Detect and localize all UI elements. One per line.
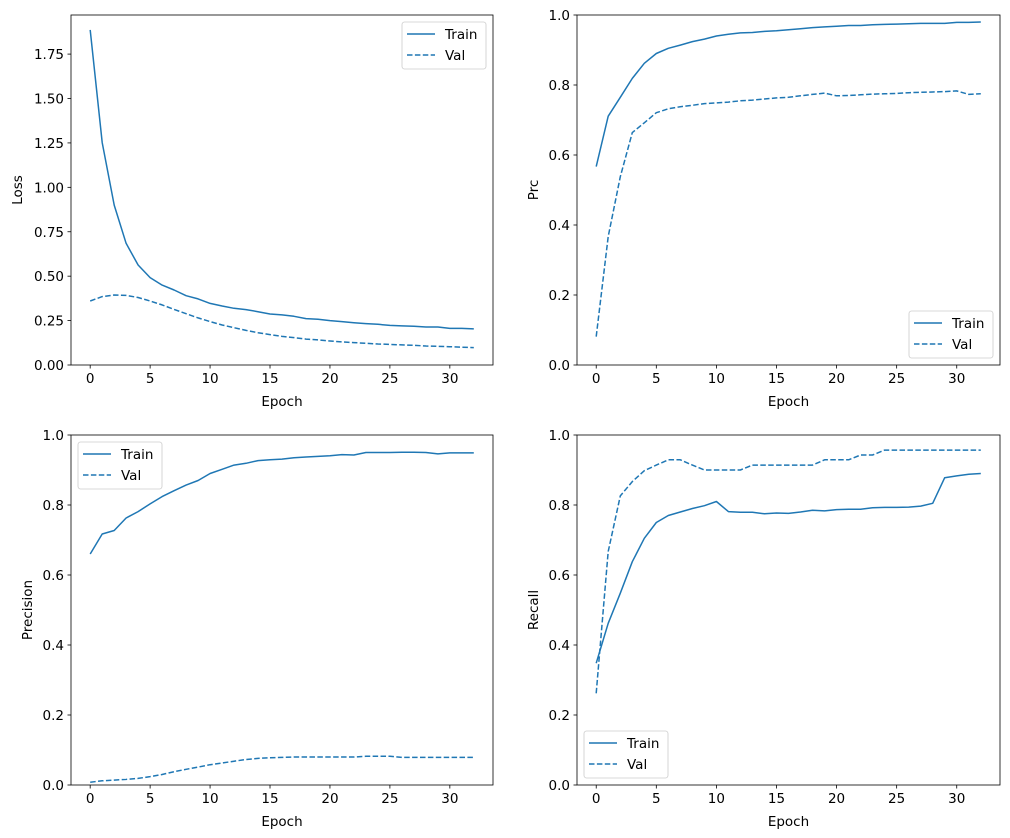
x-tick-label: 10 [708, 791, 725, 807]
y-tick-label: 0.0 [549, 358, 570, 374]
y-axis-label: Loss [10, 175, 26, 205]
y-tick-label: 1.0 [549, 8, 570, 24]
x-tick-label: 15 [261, 791, 278, 807]
y-tick-label: 0.6 [549, 568, 570, 584]
axes-frame [576, 434, 1001, 786]
legend-label-train: Train [951, 316, 984, 332]
legend-label-train: Train [626, 736, 659, 752]
y-tick-label: 0.00 [34, 358, 64, 374]
x-tick-label: 0 [86, 791, 95, 807]
legend-label-val: Val [445, 48, 465, 64]
y-tick-label: 0.6 [43, 568, 64, 584]
x-tick-label: 5 [146, 791, 155, 807]
y-tick-label: 0.0 [43, 778, 64, 794]
x-tick-label: 0 [86, 371, 95, 387]
y-tick-label: 0.0 [549, 778, 570, 794]
x-tick-label: 15 [768, 371, 785, 387]
y-tick-label: 0.75 [34, 225, 64, 241]
axes-frame [70, 14, 494, 366]
x-tick-label: 30 [441, 791, 458, 807]
x-tick-label: 0 [592, 371, 601, 387]
legend-label-val: Val [121, 468, 141, 484]
x-axis-label: Epoch [261, 394, 302, 410]
legend: Train Val [908, 310, 994, 359]
y-axis-label: Precision [20, 580, 36, 640]
x-tick-label: 0 [592, 791, 601, 807]
y-tick-label: 0.2 [549, 288, 570, 304]
x-tick-label: 20 [321, 371, 338, 387]
x-tick-label: 25 [381, 371, 398, 387]
y-tick-label: 0.4 [549, 638, 570, 654]
y-tick-label: 0.6 [549, 148, 570, 164]
x-tick-label: 30 [948, 371, 965, 387]
y-tick-label: 1.0 [43, 428, 64, 444]
y-tick-label: 0.8 [549, 78, 570, 94]
x-tick-label: 20 [828, 371, 845, 387]
y-tick-label: 1.0 [549, 428, 570, 444]
x-tick-label: 20 [321, 791, 338, 807]
x-tick-label: 10 [201, 791, 218, 807]
y-tick-label: 0.50 [34, 269, 64, 285]
y-tick-label: 0.4 [43, 638, 64, 654]
x-axis-label: Epoch [768, 394, 809, 410]
x-tick-label: 5 [146, 371, 155, 387]
x-tick-label: 25 [381, 791, 398, 807]
y-tick-label: 1.75 [34, 47, 64, 63]
x-tick-label: 30 [441, 371, 458, 387]
y-axis-label: Recall [526, 590, 542, 630]
y-tick-label: 0.2 [43, 708, 64, 724]
y-tick-label: 1.25 [34, 136, 64, 152]
y-tick-label: 0.2 [549, 708, 570, 724]
x-tick-label: 15 [768, 791, 785, 807]
series-line-val [89, 294, 474, 349]
y-tick-label: 0.8 [549, 498, 570, 514]
legend: Train Val [583, 730, 669, 779]
subplot-prc: 0 5 10 15 20 25 30 0.0 0.2 0.4 0.6 0.8 1.0 Epoch Prc Tr… [526, 8, 1001, 410]
subplot-loss: 0 5 10 15 20 25 30 0.00 0.25 0.50 0.75 1.00 1.25 1.50… [10, 14, 494, 410]
series-line-val [90, 755, 474, 783]
legend: Train Val [401, 21, 487, 70]
x-tick-label: 25 [888, 791, 905, 807]
subplot-recall: 0 5 10 15 20 25 30 0.0 0.2 0.4 0.6 0.8 1.0 Epoch Recal… [526, 428, 1001, 830]
series-line-val [595, 90, 981, 337]
series-line-train [89, 29, 474, 330]
axes-frame [576, 14, 1001, 366]
legend-label-train: Train [444, 27, 477, 43]
axes-frame [70, 434, 494, 786]
y-tick-label: 1.50 [34, 92, 64, 108]
y-tick-label: 0.25 [34, 314, 64, 330]
legend-label-val: Val [952, 337, 972, 353]
x-axis-label: Epoch [261, 814, 302, 830]
series-line-train [595, 21, 981, 167]
y-axis-label: Prc [526, 180, 542, 201]
x-tick-label: 5 [652, 371, 661, 387]
series-line-train [595, 472, 981, 664]
legend: Train Val [77, 441, 163, 490]
legend-label-val: Val [627, 757, 647, 773]
x-tick-label: 5 [652, 791, 661, 807]
x-tick-label: 30 [948, 791, 965, 807]
series-line-train [89, 451, 474, 555]
series-line-val [595, 449, 981, 694]
y-tick-label: 0.8 [43, 498, 64, 514]
legend-label-train: Train [120, 447, 153, 463]
y-tick-label: 0.4 [549, 218, 570, 234]
x-tick-label: 10 [708, 371, 725, 387]
x-tick-label: 15 [261, 371, 278, 387]
y-tick-label: 1.00 [34, 180, 64, 196]
x-axis-label: Epoch [768, 814, 809, 830]
x-tick-label: 20 [828, 791, 845, 807]
subplot-precision: 0 5 10 15 20 25 30 0.0 0.2 0.4 0.6 0.8 1.0 Epoch Preci… [20, 428, 494, 830]
x-tick-label: 10 [201, 371, 218, 387]
x-tick-label: 25 [888, 371, 905, 387]
